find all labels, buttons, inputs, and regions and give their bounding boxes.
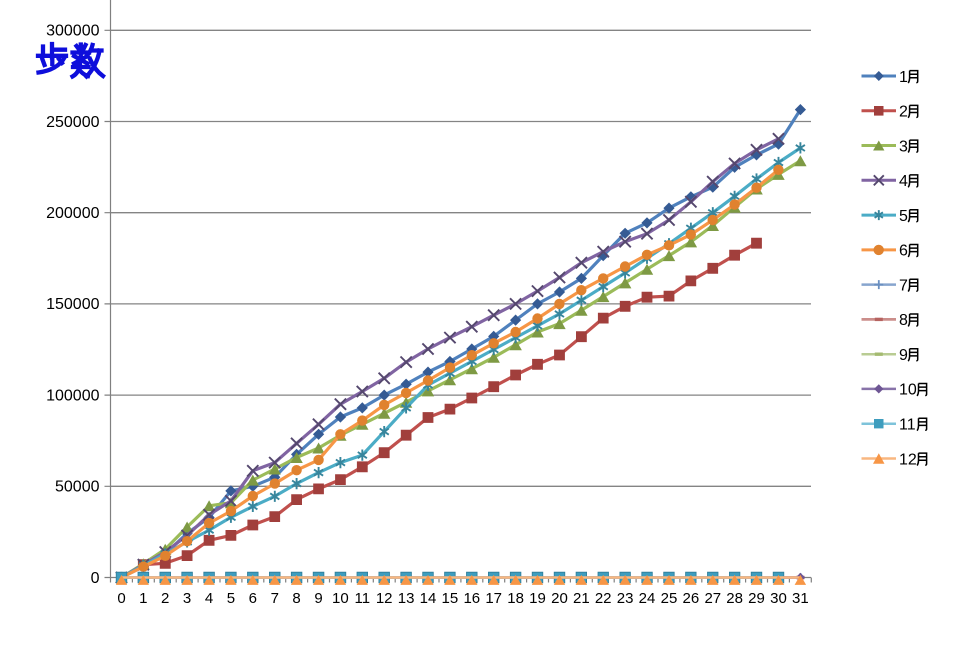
- svg-text:28: 28: [726, 590, 743, 607]
- svg-text:14: 14: [420, 590, 437, 607]
- svg-text:300000: 300000: [46, 23, 99, 40]
- svg-text:9: 9: [899, 347, 908, 364]
- svg-text:5: 5: [899, 208, 908, 225]
- svg-text:12: 12: [899, 451, 917, 468]
- svg-text:8: 8: [899, 312, 908, 329]
- svg-text:15: 15: [442, 590, 459, 607]
- svg-text:7: 7: [899, 277, 908, 294]
- svg-text:7: 7: [271, 590, 279, 607]
- svg-text:18: 18: [507, 590, 524, 607]
- svg-text:11: 11: [355, 590, 371, 607]
- svg-text:1: 1: [139, 590, 147, 607]
- svg-text:11: 11: [899, 417, 916, 434]
- svg-text:9: 9: [314, 590, 322, 607]
- svg-text:10: 10: [899, 382, 917, 399]
- svg-text:50000: 50000: [55, 479, 100, 496]
- svg-text:150000: 150000: [46, 296, 99, 313]
- svg-text:12: 12: [376, 590, 393, 607]
- svg-text:0: 0: [117, 590, 125, 607]
- svg-text:29: 29: [748, 590, 765, 607]
- svg-text:3: 3: [183, 590, 191, 607]
- svg-text:200000: 200000: [46, 205, 99, 222]
- svg-text:25: 25: [661, 590, 678, 607]
- svg-text:250000: 250000: [46, 114, 99, 131]
- svg-text:22: 22: [595, 590, 612, 607]
- svg-text:26: 26: [683, 590, 700, 607]
- svg-text:27: 27: [704, 590, 721, 607]
- svg-text:31: 31: [792, 590, 809, 607]
- svg-text:3: 3: [899, 138, 908, 155]
- svg-text:13: 13: [398, 590, 415, 607]
- svg-text:17: 17: [485, 590, 502, 607]
- svg-text:2: 2: [899, 104, 908, 121]
- svg-text:4: 4: [899, 173, 908, 190]
- svg-text:8: 8: [292, 590, 300, 607]
- svg-text:4: 4: [205, 590, 213, 607]
- svg-text:6: 6: [899, 243, 908, 260]
- svg-text:10: 10: [332, 590, 349, 607]
- svg-text:2: 2: [161, 590, 169, 607]
- svg-text:1: 1: [899, 69, 908, 86]
- svg-text:6: 6: [249, 590, 257, 607]
- svg-text:24: 24: [639, 590, 656, 607]
- svg-text:16: 16: [463, 590, 480, 607]
- svg-text:21: 21: [573, 590, 590, 607]
- svg-text:0: 0: [91, 570, 100, 587]
- svg-text:30: 30: [770, 590, 787, 607]
- svg-text:5: 5: [227, 590, 235, 607]
- svg-text:20: 20: [551, 590, 568, 607]
- svg-text:19: 19: [529, 590, 546, 607]
- svg-text:23: 23: [617, 590, 634, 607]
- svg-text:100000: 100000: [46, 387, 99, 404]
